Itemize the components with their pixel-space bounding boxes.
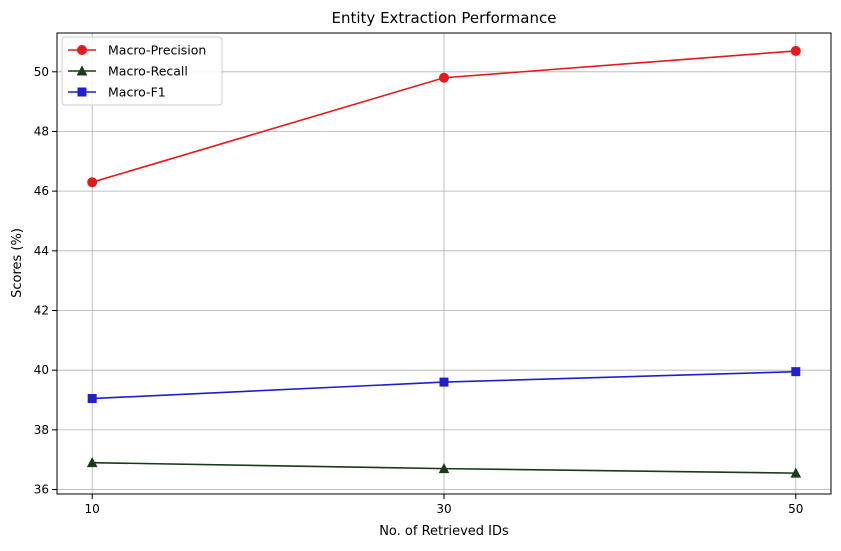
data-point — [86, 457, 98, 468]
data-point — [439, 377, 449, 387]
data-point — [87, 394, 97, 404]
y-tick-label: 40 — [34, 363, 49, 377]
data-point — [790, 45, 801, 56]
y-tick-label: 50 — [34, 65, 49, 79]
series-macro-recall — [86, 457, 802, 478]
legend-label: Macro-Precision — [108, 43, 206, 58]
axis-ticks: 10 30 50 36 38 40 42 44 46 48 50 — [34, 65, 804, 516]
data-point — [439, 72, 449, 83]
y-tick-label: 36 — [34, 483, 49, 497]
legend-label: Macro-Recall — [108, 64, 188, 79]
x-tick-label: 10 — [85, 502, 100, 516]
legend-box — [61, 36, 223, 106]
series-group — [86, 45, 802, 478]
y-tick-label: 44 — [34, 244, 49, 258]
data-point — [791, 367, 801, 377]
grid — [57, 33, 831, 494]
x-axis-label: No. of Retrieved IDs — [379, 524, 509, 539]
data-point — [790, 467, 802, 478]
legend-item: Macro-Precision — [68, 43, 206, 58]
legend-marker — [77, 45, 87, 55]
chart-title: Entity Extraction Performance — [332, 9, 557, 27]
x-tick-label: 50 — [788, 502, 803, 516]
series-macro-f1 — [87, 367, 801, 404]
x-tick-label: 30 — [436, 502, 451, 516]
data-point — [87, 177, 98, 188]
y-tick-label: 46 — [34, 184, 49, 198]
legend: Macro-Precision Macro-Recall Macro-F1 — [61, 36, 223, 106]
y-tick-label: 38 — [34, 423, 49, 437]
legend-item: Macro-F1 — [68, 85, 166, 100]
series-macro-precision — [87, 45, 801, 188]
y-axis-label: Scores (%) — [10, 228, 25, 298]
legend-item: Macro-Recall — [68, 64, 188, 79]
legend-label: Macro-F1 — [108, 85, 166, 100]
y-tick-label: 42 — [34, 303, 49, 317]
legend-marker — [77, 87, 87, 97]
data-point — [438, 463, 450, 474]
y-tick-label: 48 — [34, 124, 49, 138]
legend-marker — [76, 65, 88, 76]
